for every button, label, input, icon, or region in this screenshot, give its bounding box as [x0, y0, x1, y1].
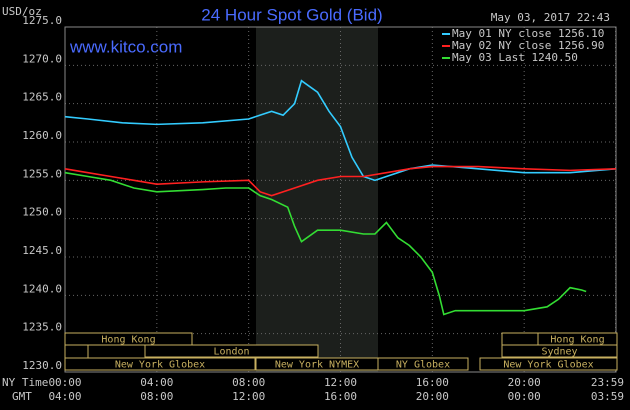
ny-time-label: NY Time: [2, 376, 48, 389]
session-label: Hong Kong: [550, 335, 604, 346]
gmt-tick-label: 12:00: [232, 390, 265, 403]
timestamp: May 03, 2017 22:43: [491, 11, 610, 24]
series-line: [64, 79, 617, 182]
series-line: [64, 165, 617, 197]
legend-label: May 02 NY close 1256.90: [452, 39, 604, 52]
session-box: [144, 344, 319, 358]
session-box: [64, 344, 89, 359]
ny-session-shade: [256, 27, 378, 372]
gmt-tick-label: 00:00: [508, 390, 541, 403]
x-tick-label: 00:00: [48, 376, 81, 389]
plot-frame: [64, 26, 617, 373]
session-label: NY Globex: [396, 360, 450, 371]
session-box: [64, 357, 256, 371]
gmt-tick-label: 08:00: [140, 390, 173, 403]
legend-label: May 03 Last 1240.50: [452, 51, 578, 64]
y-tick-label: 1250.0: [22, 206, 62, 219]
session-box: [479, 357, 618, 371]
session-label: Sydney: [541, 347, 577, 358]
x-tick-label: 04:00: [140, 376, 173, 389]
x-tick-label: 16:00: [416, 376, 449, 389]
x-tick-label: 12:00: [324, 376, 357, 389]
session-box: [501, 344, 618, 358]
series-line: [64, 171, 587, 316]
session-label: New York Globex: [115, 360, 205, 371]
y-tick-label: 1245.0: [22, 244, 62, 257]
chart-title: 24 Hour Spot Gold (Bid): [201, 5, 382, 24]
legend-label: May 01 NY close 1256.10: [452, 27, 604, 40]
session-label: New York Globex: [503, 360, 593, 371]
y-tick-label: 1265.0: [22, 91, 62, 104]
gmt-label: GMT: [12, 390, 32, 403]
x-tick-label: 20:00: [508, 376, 541, 389]
y-tick-label: 1230.0: [22, 359, 62, 372]
session-label: New York NYMEX: [275, 360, 359, 371]
gmt-tick-label: 03:59: [591, 390, 624, 403]
gmt-tick-label: 20:00: [416, 390, 449, 403]
gmt-tick-label: 04:00: [48, 390, 81, 403]
y-tick-label: 1275.0: [22, 14, 62, 27]
y-tick-label: 1255.0: [22, 167, 62, 180]
session-label: Hong Kong: [101, 335, 155, 346]
session-box: [501, 332, 539, 346]
gmt-tick-label: 16:00: [324, 390, 357, 403]
y-tick-label: 1235.0: [22, 321, 62, 334]
session-box: [377, 357, 469, 371]
site-label: www.kitco.com: [69, 37, 182, 56]
session-label: London: [213, 347, 249, 358]
x-tick-label: 23:59: [591, 376, 624, 389]
y-tick-label: 1270.0: [22, 52, 62, 65]
x-tick-label: 08:00: [232, 376, 265, 389]
y-tick-label: 1240.0: [22, 282, 62, 295]
session-box: [64, 332, 193, 346]
y-tick-label: 1260.0: [22, 129, 62, 142]
unit-label: USD/oz: [2, 5, 42, 18]
